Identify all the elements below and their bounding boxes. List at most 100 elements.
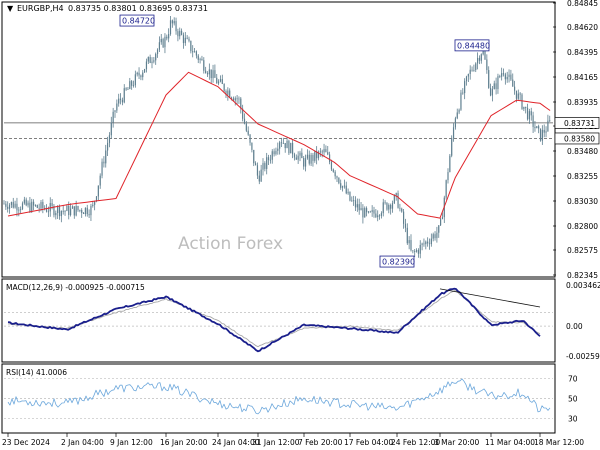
candle-body [60,210,62,217]
candle-body [525,106,527,108]
candle-body [327,152,329,155]
candle-body [384,202,386,204]
price-ytick-label: 0.82800 [567,222,598,231]
candle-body [205,70,207,74]
candle-body [297,155,299,160]
macd-pane-frame [1,278,556,363]
candle-body [88,214,90,216]
candle-body [112,111,114,123]
symbol-arrow-icon[interactable]: ▼ [7,4,14,13]
candle-body [158,42,160,50]
candle-body [364,208,366,218]
price-ytick-label: 0.82575 [567,246,598,255]
candle-body [530,111,532,116]
candle-body [225,90,227,95]
candle-body [129,81,131,89]
candle-body [319,151,321,153]
xtick-label: 18 Mar 12:00 [534,438,584,447]
candle-body [179,30,181,37]
candle-body [538,126,540,129]
candle-body [403,211,405,224]
candle-body [467,73,469,77]
candle-body [451,138,453,156]
price-extreme-label: 0.82390 [382,258,415,267]
xtick-label: 23 Dec 2024 [2,438,50,447]
candle-body [545,131,547,133]
candle-body [243,118,246,124]
macd-main-line [7,287,541,353]
candle-body [349,191,351,201]
candle-body [34,205,37,206]
candle-body [153,60,155,62]
candle-body [169,20,172,35]
rsi-pane-frame [1,363,556,434]
candle-body [323,149,325,153]
candle-body [508,74,510,77]
candle-body [214,70,216,78]
candle-body [286,140,288,149]
candle-body [390,204,392,209]
candle-body [262,163,264,170]
candle-body [86,207,88,215]
candle-body [27,202,29,206]
watermark: Action Forex [178,234,283,254]
candle-body [295,157,297,160]
candle-body [382,202,384,214]
candle-body [321,151,323,153]
current-price-tag [554,132,600,145]
price-extreme-label-box [379,255,415,268]
rsi-ytick-label: 70 [568,374,578,383]
candle-body [436,232,438,239]
xtick-label: 9 Jan 12:00 [110,438,153,447]
candle-body [177,31,179,37]
macd-ytick-label: 0.003462 [566,281,600,290]
candle-body [330,161,333,170]
candle-body [484,48,486,60]
candle-body [549,120,551,122]
xtick-label: 24 Jan 04:00 [212,438,260,447]
candle-body [447,172,449,181]
candle-body [110,122,112,136]
candle-body [356,204,358,208]
candle-body [234,98,236,101]
macd-trendline[interactable] [439,288,541,308]
price-extreme-label: 0.84720 [122,17,155,26]
candle-body [488,70,490,88]
price-ytick-label: 0.84845 [567,0,598,8]
candle-body [371,210,373,212]
candle-body [401,208,403,212]
candle-body [434,234,436,239]
candle-body [31,201,33,212]
price-ytick-label: 0.82345 [567,271,598,280]
candle-body [267,157,270,161]
candle-body [206,73,209,75]
candle-body [84,207,86,215]
candle-body [419,244,421,254]
candle-body [432,234,434,239]
candle-body [192,51,194,53]
candle-body [366,208,368,213]
candle-body [306,154,308,159]
candle-body [353,200,355,202]
candle-body [258,175,260,182]
candle-body [445,180,447,198]
candle-body [116,103,118,111]
candle-body [142,72,144,78]
candle-body [493,83,495,90]
current-price-tag-label: 0.83731 [564,119,595,128]
candle-body [292,142,294,155]
candle-body [404,223,407,228]
candle-body [299,152,301,156]
candle-body [57,206,59,214]
candle-body [188,38,190,41]
candle-body [140,75,142,78]
xtick-label: 17 Feb 04:00 [344,438,393,447]
price-ytick-label: 0.84395 [567,48,598,57]
candle-body [532,115,534,127]
candle-body [199,58,201,60]
candle-body [369,211,371,213]
candle-body [514,86,516,91]
candle-body [441,217,444,220]
candle-body [499,76,501,77]
